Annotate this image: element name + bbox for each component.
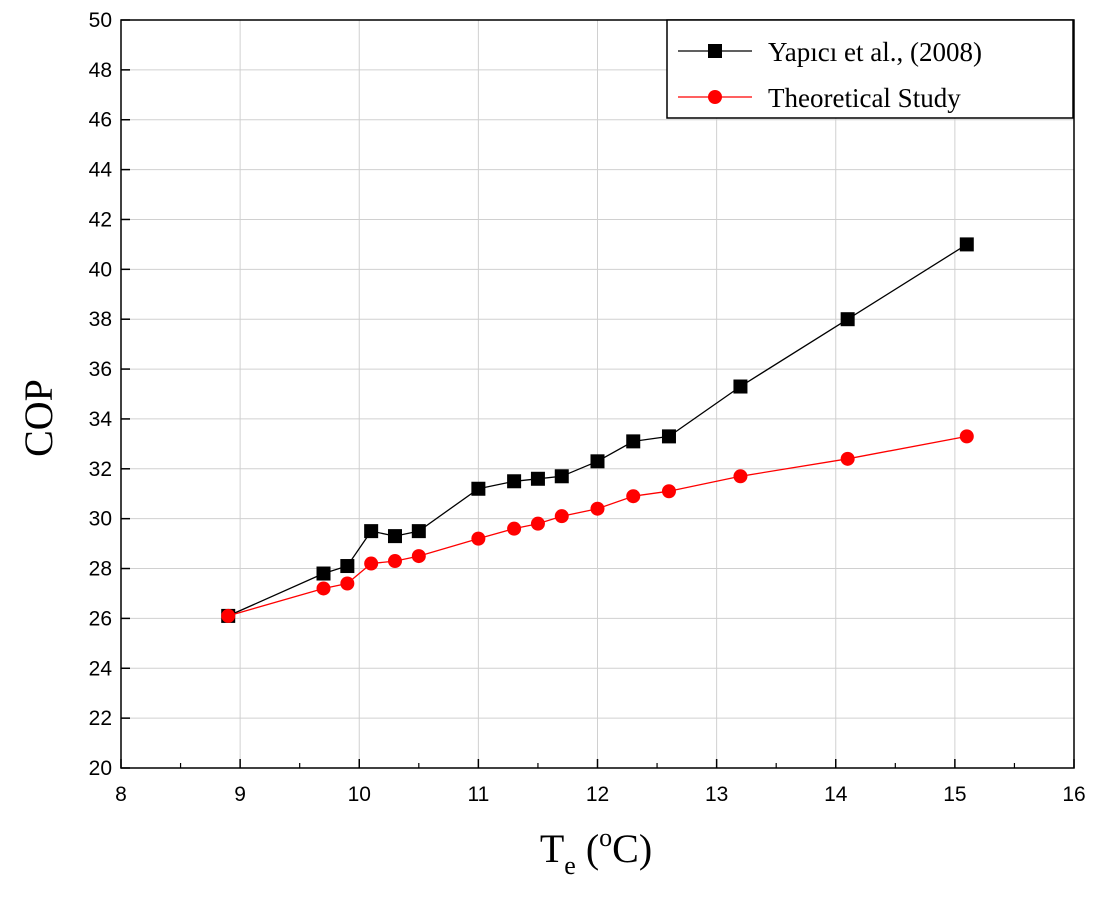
data-point-square [364, 524, 379, 539]
data-point-square [554, 469, 569, 484]
y-tick-label: 34 [89, 408, 113, 431]
data-point-circle [340, 576, 355, 591]
data-point-square [387, 529, 402, 544]
data-point-circle [661, 484, 676, 499]
series-layer [221, 237, 974, 623]
data-point-square [471, 481, 486, 496]
y-axis-title: COP [16, 379, 61, 457]
y-tick-label: 50 [89, 9, 112, 32]
y-tick-label: 46 [89, 109, 112, 132]
data-point-circle [316, 581, 331, 596]
data-point-circle [554, 509, 569, 524]
y-tick-label: 28 [89, 558, 112, 581]
data-point-circle [530, 516, 545, 531]
data-point-square [840, 312, 855, 327]
tick-labels: 8 9 10 11 12 13 14 15 16 20 22 24 26 28 30 32 34 36 38 40 42… [89, 9, 1086, 806]
data-point-circle [221, 608, 236, 623]
x-tick-label: 13 [705, 783, 728, 806]
y-tick-label: 48 [89, 59, 112, 82]
data-point-circle [840, 451, 855, 466]
legend-square-marker-icon [708, 44, 722, 58]
x-tick-label: 15 [943, 783, 966, 806]
data-point-square [411, 524, 426, 539]
data-point-circle [959, 429, 974, 444]
x-tick-label: 10 [348, 783, 371, 806]
grid-lines [121, 20, 1074, 768]
data-point-circle [387, 554, 402, 569]
data-point-square [733, 379, 748, 394]
data-point-square [507, 474, 522, 489]
data-point-circle [626, 489, 641, 504]
x-tick-label: 8 [115, 783, 127, 806]
x-tick-label: 12 [586, 783, 609, 806]
legend-box [666, 19, 1074, 119]
x-tick-label: 9 [234, 783, 246, 806]
series-line [227, 243, 968, 617]
data-point-circle [733, 469, 748, 484]
x-tick-label: 14 [824, 783, 848, 806]
legend-item-theoretical: Theoretical Study [678, 83, 961, 113]
y-tick-label: 44 [89, 159, 113, 182]
y-tick-label: 36 [89, 358, 112, 381]
x-axis-title: Te (oC) [540, 823, 652, 880]
y-tick-label: 20 [89, 757, 112, 780]
data-point-square [590, 454, 605, 469]
data-point-square [316, 566, 331, 581]
data-point-circle [411, 549, 426, 564]
x-tick-label: 11 [467, 783, 489, 806]
data-point-square [530, 471, 545, 486]
legend-label-yapici: Yapıcı et al., (2008) [768, 37, 982, 67]
legend-label-theoretical: Theoretical Study [768, 83, 961, 113]
series-line [228, 435, 967, 617]
data-point-square [959, 237, 974, 252]
data-point-circle [590, 501, 605, 516]
legend-item-yapici: Yapıcı et al., (2008) [678, 37, 982, 67]
series-group [221, 429, 974, 623]
y-tick-label: 26 [89, 607, 112, 630]
y-tick-label: 32 [89, 458, 112, 481]
y-tick-label: 30 [89, 508, 112, 531]
data-point-square [340, 559, 355, 574]
y-tick-label: 22 [89, 707, 112, 730]
axis-ticks [120, 19, 1075, 769]
legend-circle-marker-icon [708, 90, 722, 104]
y-tick-label: 40 [89, 258, 112, 281]
y-tick-label: 42 [89, 208, 112, 231]
data-point-circle [471, 531, 486, 546]
data-point-circle [364, 556, 379, 571]
x-tick-label: 16 [1062, 783, 1085, 806]
y-tick-label: 24 [89, 657, 113, 680]
legend: Yapıcı et al., (2008) Theoretical Study [666, 19, 1074, 119]
data-point-circle [507, 521, 522, 536]
y-tick-label: 38 [89, 308, 112, 331]
data-point-square [626, 434, 641, 449]
data-point-square [661, 429, 676, 444]
